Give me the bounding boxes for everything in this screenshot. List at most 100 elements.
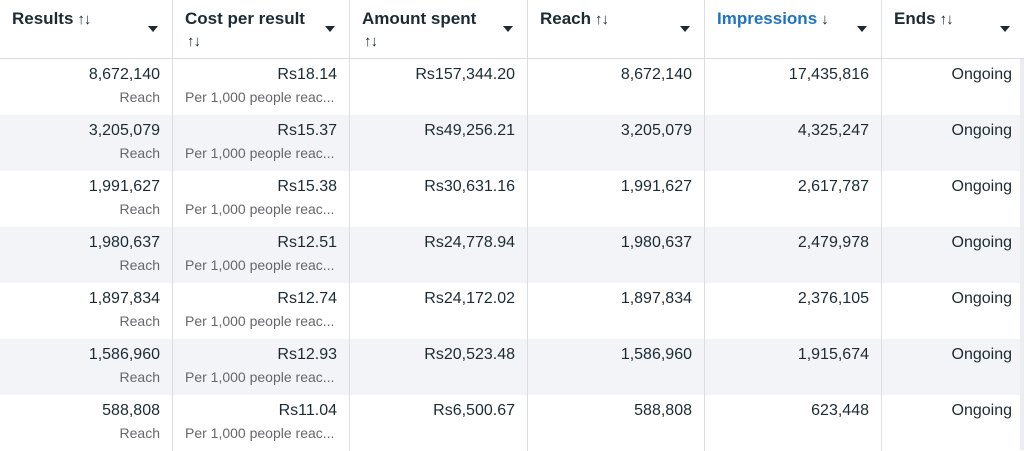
cell-amount-spent: Rs24,172.02 xyxy=(350,283,528,339)
sort-arrows-icon[interactable]: ↑↓ xyxy=(77,11,91,28)
cell-cost-per-result: Rs12.93 Per 1,000 people reac... xyxy=(173,339,350,395)
table-row[interactable]: 3,205,079 Reach Rs15.37 Per 1,000 people… xyxy=(0,115,1024,171)
column-label: Impressions xyxy=(717,9,818,28)
cost-value: Rs15.38 xyxy=(277,178,337,195)
cell-amount-spent: Rs157,344.20 xyxy=(350,59,528,115)
cell-reach: 588,808 xyxy=(528,395,705,451)
cell-amount-spent: Rs49,256.21 xyxy=(350,115,528,171)
cell-cost-per-result: Rs12.74 Per 1,000 people reac... xyxy=(173,283,350,339)
cell-cost-per-result: Rs11.04 Per 1,000 people reac... xyxy=(173,395,350,451)
cell-impressions: 623,448 xyxy=(705,395,882,451)
column-label: Amount spent xyxy=(362,9,477,28)
ends-value: Ongoing xyxy=(951,178,1013,195)
table-header: Results ↑↓ Cost per result ↑↓ Amount spen… xyxy=(0,0,1024,59)
table-row[interactable]: 1,897,834 Reach Rs12.74 Per 1,000 people… xyxy=(0,283,1024,339)
sort-descending-icon[interactable]: ↓ xyxy=(821,11,828,28)
column-label: Results xyxy=(12,9,74,28)
impressions-value: 4,325,247 xyxy=(797,122,869,139)
dropdown-caret-icon[interactable] xyxy=(857,26,867,32)
reach-value: 588,808 xyxy=(634,402,692,419)
results-value: 8,672,140 xyxy=(88,66,160,83)
table-row[interactable]: 1,586,960 Reach Rs12.93 Per 1,000 people… xyxy=(0,339,1024,395)
cost-value: Rs12.51 xyxy=(277,234,337,251)
impressions-value: 623,448 xyxy=(811,402,869,419)
column-header-reach[interactable]: Reach ↑↓ xyxy=(528,0,705,58)
sort-arrows-icon[interactable]: ↑↓ xyxy=(187,33,201,50)
column-label: Ends xyxy=(894,9,936,28)
cell-impressions: 2,376,105 xyxy=(705,283,882,339)
cell-impressions: 2,617,787 xyxy=(705,171,882,227)
column-label: Cost per result xyxy=(185,9,305,28)
cell-cost-per-result: Rs18.14 Per 1,000 people reac... xyxy=(173,59,350,115)
column-header-impressions[interactable]: Impressions ↓ xyxy=(705,0,882,58)
dropdown-caret-icon[interactable] xyxy=(148,26,158,32)
cell-cost-per-result: Rs15.38 Per 1,000 people reac... xyxy=(173,171,350,227)
cost-metric-label: Per 1,000 people reac... xyxy=(185,313,335,329)
reach-value: 8,672,140 xyxy=(620,66,692,83)
ends-value: Ongoing xyxy=(951,66,1013,83)
cost-value: Rs12.74 xyxy=(277,290,337,307)
ends-value: Ongoing xyxy=(951,346,1013,363)
cell-ends: Ongoing xyxy=(882,283,1024,339)
results-value: 1,980,637 xyxy=(88,234,160,251)
column-header-amount-spent[interactable]: Amount spent ↑↓ xyxy=(350,0,528,58)
cell-amount-spent: Rs20,523.48 xyxy=(350,339,528,395)
cell-reach: 1,991,627 xyxy=(528,171,705,227)
cell-reach: 1,897,834 xyxy=(528,283,705,339)
impressions-value: 17,435,816 xyxy=(788,66,869,83)
cell-amount-spent: Rs30,631.16 xyxy=(350,171,528,227)
cell-reach: 1,980,637 xyxy=(528,227,705,283)
column-header-ends[interactable]: Ends ↑↓ xyxy=(882,0,1024,58)
table-row[interactable]: 588,808 Reach Rs11.04 Per 1,000 people r… xyxy=(0,395,1024,451)
reach-value: 1,586,960 xyxy=(620,346,692,363)
dropdown-caret-icon[interactable] xyxy=(325,26,335,32)
table-row[interactable]: 1,991,627 Reach Rs15.38 Per 1,000 people… xyxy=(0,171,1024,227)
cell-results: 1,586,960 Reach xyxy=(0,339,173,395)
dropdown-caret-icon[interactable] xyxy=(680,26,690,32)
cell-ends: Ongoing xyxy=(882,227,1024,283)
cell-results: 1,897,834 Reach xyxy=(0,283,173,339)
cost-metric-label: Per 1,000 people reac... xyxy=(185,257,335,273)
amount-spent-value: Rs30,631.16 xyxy=(424,178,515,195)
sort-arrows-icon[interactable]: ↑↓ xyxy=(939,11,954,28)
cell-results: 1,980,637 Reach xyxy=(0,227,173,283)
cell-ends: Ongoing xyxy=(882,339,1024,395)
reach-value: 3,205,079 xyxy=(620,122,692,139)
amount-spent-value: Rs6,500.67 xyxy=(433,402,515,419)
cost-value: Rs18.14 xyxy=(277,66,337,83)
amount-spent-value: Rs157,344.20 xyxy=(415,66,515,83)
ends-value: Ongoing xyxy=(951,234,1013,251)
column-label: Reach xyxy=(540,9,592,28)
cell-ends: Ongoing xyxy=(882,59,1024,115)
cost-metric-label: Per 1,000 people reac... xyxy=(185,201,335,217)
column-header-results[interactable]: Results ↑↓ xyxy=(0,0,173,58)
cell-ends: Ongoing xyxy=(882,395,1024,451)
cell-amount-spent: Rs6,500.67 xyxy=(350,395,528,451)
results-value: 1,991,627 xyxy=(88,178,160,195)
table-row[interactable]: 8,672,140 Reach Rs18.14 Per 1,000 people… xyxy=(0,59,1024,115)
impressions-value: 2,617,787 xyxy=(797,178,869,195)
vertical-scrollbar[interactable] xyxy=(1020,59,1024,450)
cell-impressions: 1,915,674 xyxy=(705,339,882,395)
cell-reach: 3,205,079 xyxy=(528,115,705,171)
column-header-cost-per-result[interactable]: Cost per result ↑↓ xyxy=(173,0,350,58)
amount-spent-value: Rs20,523.48 xyxy=(424,346,515,363)
results-metric-label: Reach xyxy=(119,313,160,329)
results-value: 1,586,960 xyxy=(88,346,160,363)
cell-results: 588,808 Reach xyxy=(0,395,173,451)
results-metric-label: Reach xyxy=(119,201,160,217)
table-row[interactable]: 1,980,637 Reach Rs12.51 Per 1,000 people… xyxy=(0,227,1024,283)
amount-spent-value: Rs24,172.02 xyxy=(424,290,515,307)
ends-value: Ongoing xyxy=(951,402,1013,419)
dropdown-caret-icon[interactable] xyxy=(1000,26,1010,32)
impressions-value: 2,376,105 xyxy=(797,290,869,307)
sort-arrows-icon[interactable]: ↑↓ xyxy=(364,33,378,50)
cost-metric-label: Per 1,000 people reac... xyxy=(185,425,335,441)
cell-impressions: 17,435,816 xyxy=(705,59,882,115)
dropdown-caret-icon[interactable] xyxy=(503,26,513,32)
ends-value: Ongoing xyxy=(951,122,1013,139)
sort-arrows-icon[interactable]: ↑↓ xyxy=(595,11,609,28)
reach-value: 1,897,834 xyxy=(620,290,692,307)
cell-impressions: 4,325,247 xyxy=(705,115,882,171)
